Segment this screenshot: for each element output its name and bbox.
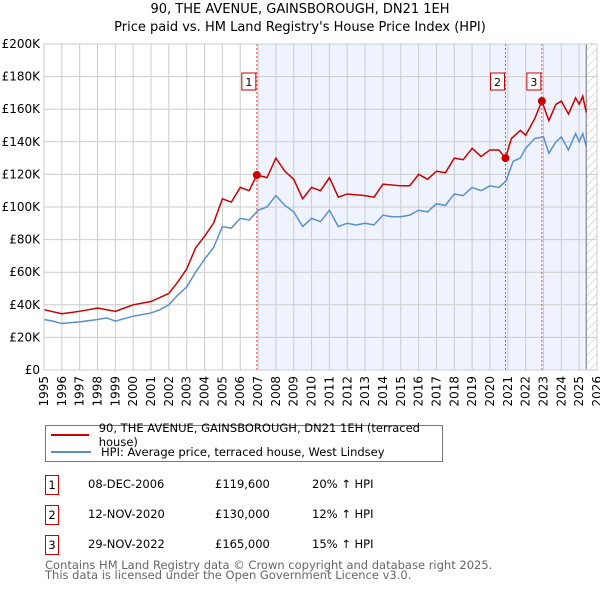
legend-item-hpi: HPI: Average price, terraced house, West… (51, 444, 385, 460)
transaction-hpi-change: 20% ↑ HPI (312, 477, 374, 491)
legend: 90, THE AVENUE, GAINSBOROUGH, DN21 1EH (… (45, 421, 443, 462)
x-tick-label: 1999 (108, 376, 122, 407)
transaction-hpi-change: 15% ↑ HPI (312, 537, 374, 551)
legend-swatch-red (51, 434, 89, 436)
x-tick-label: 2015 (394, 376, 408, 407)
y-tick-label: £180K (2, 70, 42, 84)
plot-frame (43, 43, 598, 371)
x-tick-label: 1997 (73, 376, 87, 407)
transaction-price: £165,000 (215, 537, 270, 551)
x-tick-label: 2023 (536, 376, 550, 407)
x-tick-label: 2026 (590, 376, 600, 407)
legend-item-property: 90, THE AVENUE, GAINSBOROUGH, DN21 1EH (… (51, 421, 442, 449)
x-tick-label: 2018 (447, 376, 461, 407)
transaction-date: 08-DEC-2006 (88, 477, 165, 491)
legend-label: HPI: Average price, terraced house, West… (101, 445, 385, 459)
chart-title: 90, THE AVENUE, GAINSBOROUGH, DN21 1EH (150, 2, 450, 17)
x-tick-label: 1998 (91, 376, 105, 407)
sale-label: 3 (530, 76, 537, 89)
sale-point (252, 171, 261, 180)
x-tick-label: 2019 (465, 376, 479, 407)
transaction-number: 3 (45, 535, 59, 555)
sale-label-box (489, 72, 505, 91)
legend-swatch-blue (51, 451, 91, 453)
footer-line: Contains HM Land Registry data © Crown c… (45, 558, 493, 572)
y-tick-label: £20K (9, 330, 41, 344)
property-series-line (43, 93, 588, 315)
transaction-price: £130,000 (215, 507, 270, 521)
transaction-number: 1 (45, 475, 59, 495)
x-tick-label: 2007 (251, 376, 265, 407)
sale-point (537, 97, 546, 106)
x-tick-label: 2017 (429, 376, 443, 407)
sale-label-box (241, 72, 257, 91)
y-tick-label: £0 (25, 363, 40, 377)
transaction-hpi-change: 12% ↑ HPI (312, 507, 374, 521)
x-tick-label: 2016 (412, 376, 426, 407)
transaction-date: 29-NOV-2022 (88, 537, 165, 551)
x-tick-label: 2006 (233, 376, 247, 407)
y-tick-label: £200K (2, 37, 42, 51)
x-tick-label: 2020 (483, 376, 497, 407)
x-tick-label: 2014 (376, 376, 390, 407)
y-tick-label: £60K (9, 265, 41, 279)
x-tick-label: 2012 (340, 376, 354, 407)
x-tick-label: 2011 (322, 376, 336, 407)
sale-label: 1 (245, 76, 252, 89)
footer-line: This data is licensed under the Open Gov… (45, 568, 412, 582)
footer: Contains HM Land Registry data © Crown c… (45, 558, 493, 582)
y-tick-label: £100K (2, 200, 42, 214)
line-chart: 1995 1996 1997 1998 1999 2000 2001 2002 2003 2004… (2, 37, 600, 407)
y-tick-label: £40K (9, 298, 41, 312)
legend-label: 90, THE AVENUE, GAINSBOROUGH, DN21 1EH (… (98, 421, 420, 449)
y-tick-label: £140K (2, 135, 42, 149)
x-tick-label: 2013 (358, 376, 372, 407)
x-tick-label: 1996 (55, 376, 69, 407)
x-tick-label: 2002 (162, 376, 176, 407)
x-tick-label: 2003 (180, 376, 194, 407)
y-tick-label: £80K (9, 233, 41, 247)
transaction-date: 12-NOV-2020 (88, 507, 165, 521)
sale-label: 2 (494, 76, 501, 89)
x-tick-label: 2000 (126, 376, 140, 407)
chart-subtitle: Price paid vs. HM Land Registry's House … (114, 20, 486, 35)
x-tick-label: 2022 (519, 376, 533, 407)
y-tick-label: £160K (2, 102, 42, 116)
x-tick-label: 2025 (572, 376, 586, 407)
x-tick-label: 2010 (305, 376, 319, 407)
transaction-row: 1 08-DEC-2006 £119,600 20% ↑ HPI (45, 475, 545, 495)
sale-label-box (526, 72, 542, 91)
sale-point (501, 154, 510, 163)
x-tick-label: 2005 (215, 376, 229, 407)
transaction-row: 3 29-NOV-2022 £165,000 15% ↑ HPI (45, 535, 545, 555)
x-tick-label: 2004 (198, 376, 212, 407)
transaction-row: 2 12-NOV-2020 £130,000 12% ↑ HPI (45, 505, 545, 525)
transaction-number: 2 (45, 505, 59, 525)
x-tick-label: 2024 (554, 376, 568, 407)
x-tick-label: 1995 (37, 376, 51, 407)
transaction-price: £119,600 (215, 477, 270, 491)
x-tick-label: 2001 (144, 376, 158, 407)
x-tick-label: 2021 (501, 376, 515, 407)
x-tick-label: 2008 (269, 376, 283, 407)
x-tick-label: 2009 (287, 376, 301, 407)
hpi-series-line (43, 131, 588, 325)
y-tick-label: £120K (2, 167, 42, 181)
